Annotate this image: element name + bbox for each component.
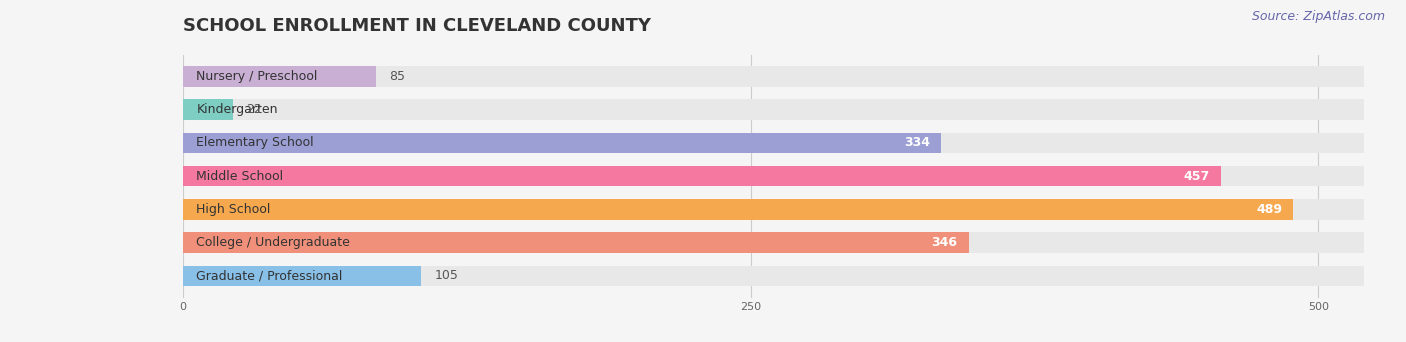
Text: 346: 346 [931,236,957,249]
Text: Source: ZipAtlas.com: Source: ZipAtlas.com [1251,10,1385,23]
Bar [183,133,942,153]
Text: 105: 105 [434,269,458,282]
Text: Elementary School: Elementary School [197,136,314,149]
Text: 22: 22 [246,103,262,116]
Text: 85: 85 [389,70,405,83]
Bar [183,266,422,286]
Text: 457: 457 [1182,170,1209,183]
Bar [183,166,1220,186]
Bar [183,99,1364,120]
Bar [183,166,1364,186]
Text: 489: 489 [1256,203,1282,216]
Bar [183,66,375,87]
Text: Middle School: Middle School [197,170,284,183]
Text: Nursery / Preschool: Nursery / Preschool [197,70,318,83]
Text: SCHOOL ENROLLMENT IN CLEVELAND COUNTY: SCHOOL ENROLLMENT IN CLEVELAND COUNTY [183,17,651,35]
Bar [183,66,1364,87]
Text: 334: 334 [904,136,929,149]
Bar [183,199,1364,220]
Bar [183,199,1294,220]
Text: High School: High School [197,203,271,216]
Bar [183,99,233,120]
Text: College / Undergraduate: College / Undergraduate [197,236,350,249]
Bar [183,232,969,253]
Text: Kindergarten: Kindergarten [197,103,278,116]
Bar [183,232,1364,253]
Bar [183,133,1364,153]
Text: Graduate / Professional: Graduate / Professional [197,269,343,282]
Bar [183,266,1364,286]
